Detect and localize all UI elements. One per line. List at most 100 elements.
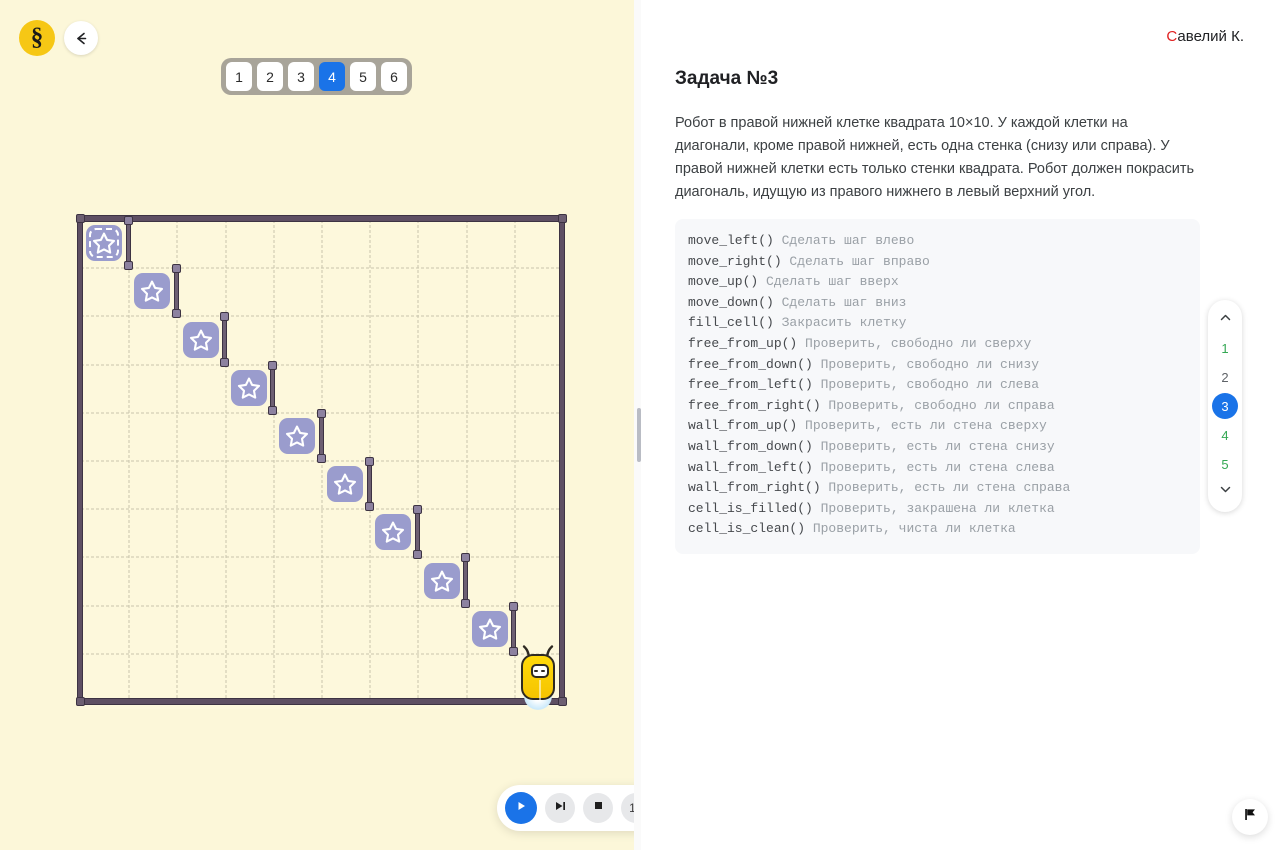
flag-icon <box>1242 806 1259 828</box>
step-prev-button[interactable] <box>1218 308 1233 332</box>
command-name: wall_from_up() <box>688 418 798 434</box>
step-item-1[interactable]: 1 <box>1221 340 1229 356</box>
command-name: wall_from_down() <box>688 438 813 454</box>
command-description: Проверить, есть ли стена снизу <box>812 438 1055 454</box>
command-description: Проверить, чиста ли клетка <box>805 521 1016 537</box>
wall-end-node <box>412 550 422 560</box>
task-description: Робот в правой нижней клетке квадрата 10… <box>675 115 1195 200</box>
command-description: Проверить, есть ли стена слева <box>812 459 1055 475</box>
pager-item-1[interactable]: 1 <box>226 62 252 91</box>
command-name: wall_from_right() <box>688 480 821 496</box>
command-row: wall_from_down() Проверить, есть ли стен… <box>688 437 1187 458</box>
field-wall-bottom <box>78 698 564 705</box>
task-pane: Савелий К. Задача №3 Робот в правой нижн… <box>641 0 1280 850</box>
wall-end-node <box>171 309 181 319</box>
command-description: Проверить, свободно ли снизу <box>812 356 1040 372</box>
stop-icon <box>592 799 605 817</box>
robot-field[interactable] <box>76 214 567 712</box>
pager-item-4[interactable]: 4 <box>319 62 345 91</box>
play-icon <box>514 799 528 818</box>
robot-seam <box>538 679 541 700</box>
grid-line-horizontal <box>80 363 562 366</box>
chevron-up-icon <box>1218 310 1233 330</box>
star-cell[interactable] <box>86 225 123 262</box>
back-button[interactable] <box>64 21 98 55</box>
pane-resize-handle[interactable] <box>637 408 641 462</box>
user-name-initial: С <box>1166 28 1178 45</box>
wall-end-node <box>461 598 471 608</box>
step-item-3[interactable]: 3 <box>1212 393 1238 419</box>
star-cell[interactable] <box>423 562 460 599</box>
play-button[interactable] <box>505 792 537 824</box>
command-description: Проверить, есть ли стена сверху <box>797 418 1047 434</box>
robot-eye-left <box>534 669 539 673</box>
wall-end-node <box>171 264 181 274</box>
robot-face <box>530 663 549 678</box>
step-next-button[interactable] <box>1218 480 1233 504</box>
chevron-down-icon <box>1218 482 1233 502</box>
star-cell[interactable] <box>230 369 267 406</box>
command-name: move_right() <box>688 253 782 269</box>
command-row: move_left() Сделать шаг влево <box>688 231 1187 252</box>
star-cell[interactable] <box>278 417 315 454</box>
pager-item-6[interactable]: 6 <box>381 62 407 91</box>
command-name: move_down() <box>688 294 774 310</box>
inner-wall-vertical <box>173 268 179 315</box>
command-row: cell_is_clean() Проверить, чиста ли клет… <box>688 519 1187 540</box>
command-description: Проверить, есть ли стена справа <box>820 480 1071 496</box>
stop-button[interactable] <box>583 793 613 823</box>
command-row: wall_from_up() Проверить, есть ли стена … <box>688 416 1187 437</box>
step-forward-button[interactable] <box>545 793 575 823</box>
user-name[interactable]: Савелий К. <box>1166 28 1244 45</box>
inner-wall-vertical <box>511 605 517 652</box>
command-name: free_from_down() <box>688 356 813 372</box>
command-row: move_up() Сделать шаг вверх <box>688 272 1187 293</box>
grid-line-horizontal <box>80 556 562 559</box>
inner-wall-vertical <box>366 461 372 508</box>
step-item-2[interactable]: 2 <box>1221 369 1229 385</box>
command-name: free_from_up() <box>688 335 798 351</box>
pager-item-2[interactable]: 2 <box>257 62 283 91</box>
inner-wall-vertical <box>414 509 420 556</box>
user-name-rest: авелий К. <box>1177 28 1244 45</box>
command-row: wall_from_right() Проверить, есть ли сте… <box>688 478 1187 499</box>
step-navigator[interactable]: 1 2 3 4 5 <box>1208 300 1242 512</box>
wall-corner-node <box>558 697 567 706</box>
command-description: Проверить, свободно ли слева <box>812 377 1040 393</box>
star-cell[interactable] <box>182 321 219 358</box>
star-cell[interactable] <box>471 610 508 647</box>
wall-end-node <box>412 505 422 515</box>
step-list[interactable]: 1 2 3 4 5 <box>1212 332 1238 480</box>
inner-wall-vertical <box>463 557 469 604</box>
command-name: free_from_right() <box>688 397 821 413</box>
command-name: cell_is_filled() <box>688 500 813 516</box>
step-item-5[interactable]: 5 <box>1221 456 1229 472</box>
wall-end-node <box>316 454 326 463</box>
wall-end-node <box>220 357 230 367</box>
command-name: move_left() <box>688 233 774 248</box>
pager-item-5[interactable]: 5 <box>350 62 376 91</box>
wall-end-node <box>461 553 471 563</box>
command-name: free_from_left() <box>688 377 813 393</box>
wall-end-node <box>364 502 374 512</box>
star-cell[interactable] <box>134 273 171 310</box>
robot[interactable] <box>518 643 558 710</box>
robot-body <box>520 653 555 700</box>
step-item-4[interactable]: 4 <box>1221 427 1229 443</box>
inner-wall-vertical <box>125 220 131 267</box>
command-row: fill_cell() Закрасить клетку <box>688 313 1187 334</box>
report-problem-button[interactable] <box>1232 799 1268 835</box>
command-row: cell_is_filled() Проверить, закрашена ли… <box>688 499 1187 520</box>
command-description: Проверить, свободно ли сверху <box>797 335 1032 351</box>
wall-end-node <box>364 457 374 466</box>
pager-item-3[interactable]: 3 <box>288 62 314 91</box>
star-cell[interactable] <box>375 514 412 551</box>
grid-line-horizontal <box>80 508 562 511</box>
command-description: Сделать шаг вверх <box>758 274 899 290</box>
step-forward-icon <box>553 799 567 818</box>
inner-wall-vertical <box>222 316 228 363</box>
wall-end-node <box>316 408 326 418</box>
star-cell[interactable] <box>327 466 364 503</box>
